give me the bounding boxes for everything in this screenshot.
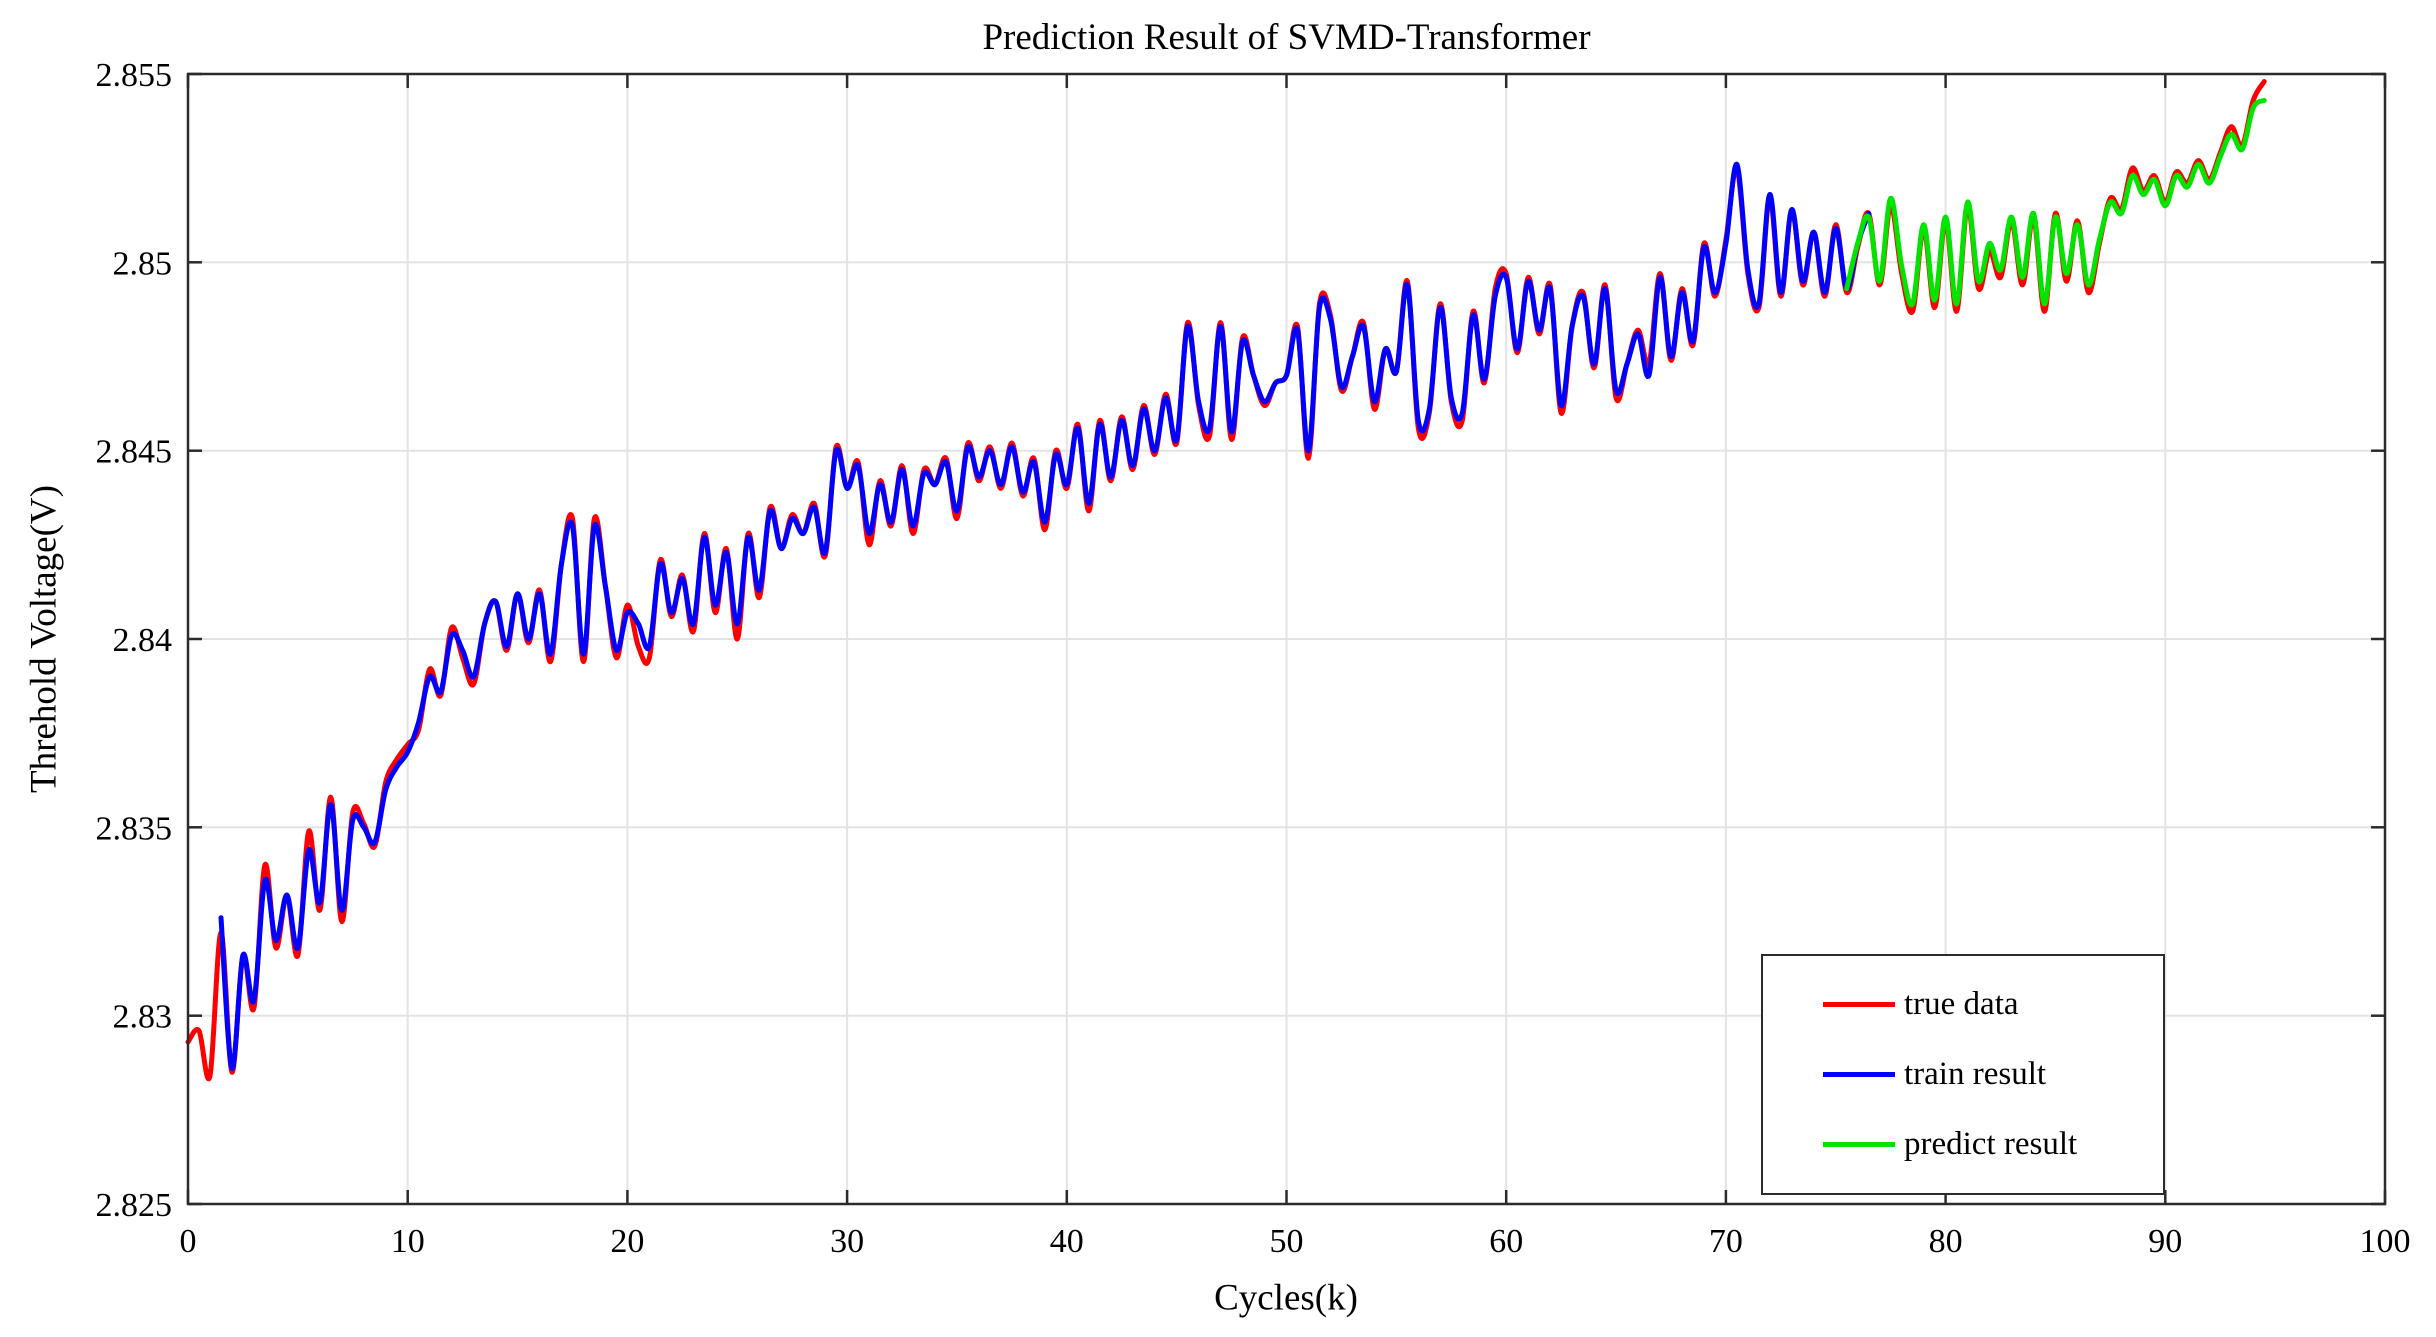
legend-label: train result xyxy=(1904,1055,2047,1092)
y-tick-label-2.835: 2.835 xyxy=(96,810,173,847)
x-tick-label-10: 10 xyxy=(391,1223,425,1260)
legend-entry-predict-result: predict result xyxy=(1823,1126,2163,1163)
x-tick-label-80: 80 xyxy=(1929,1223,1963,1260)
chart-title: Prediction Result of SVMD-Transformer xyxy=(982,17,1591,58)
y-tick-label-2.84: 2.84 xyxy=(113,622,173,659)
x-tick-label-90: 90 xyxy=(2148,1223,2182,1260)
legend-line-sample-train-result xyxy=(1823,1071,1895,1077)
x-tick-label-70: 70 xyxy=(1709,1223,1743,1260)
y-tick-label-2.825: 2.825 xyxy=(96,1187,173,1224)
series-line-true-data xyxy=(185,79,2267,1082)
y-tick-label-2.85: 2.85 xyxy=(113,245,173,282)
x-axis-label: Cycles(k) xyxy=(1214,1277,1358,1319)
x-tick-label-0: 0 xyxy=(180,1223,197,1260)
legend-entry-true-data: true data xyxy=(1823,986,2163,1023)
y-tick-label-2.855: 2.855 xyxy=(96,57,173,94)
x-tick-label-60: 60 xyxy=(1489,1223,1523,1260)
legend-entry-train-result: train result xyxy=(1823,1056,2163,1093)
x-tick-label-100: 100 xyxy=(2360,1223,2411,1260)
legend: true data train result predict result xyxy=(1761,954,2165,1195)
legend-label: predict result xyxy=(1904,1125,2078,1162)
y-tick-label-2.83: 2.83 xyxy=(113,999,173,1036)
series-line-predict-result xyxy=(1844,97,2267,308)
x-tick-label-30: 30 xyxy=(830,1223,864,1260)
legend-label: true data xyxy=(1904,986,2019,1023)
legend-line-sample-predict-result xyxy=(1823,1141,1895,1147)
x-tick-label-20: 20 xyxy=(610,1223,644,1260)
x-tick-label-40: 40 xyxy=(1050,1223,1084,1260)
y-tick-label-2.845: 2.845 xyxy=(96,434,173,471)
legend-line-sample-true-data xyxy=(1823,1002,1895,1008)
series-line-train-result xyxy=(218,161,1872,1071)
x-tick-label-50: 50 xyxy=(1270,1223,1304,1260)
